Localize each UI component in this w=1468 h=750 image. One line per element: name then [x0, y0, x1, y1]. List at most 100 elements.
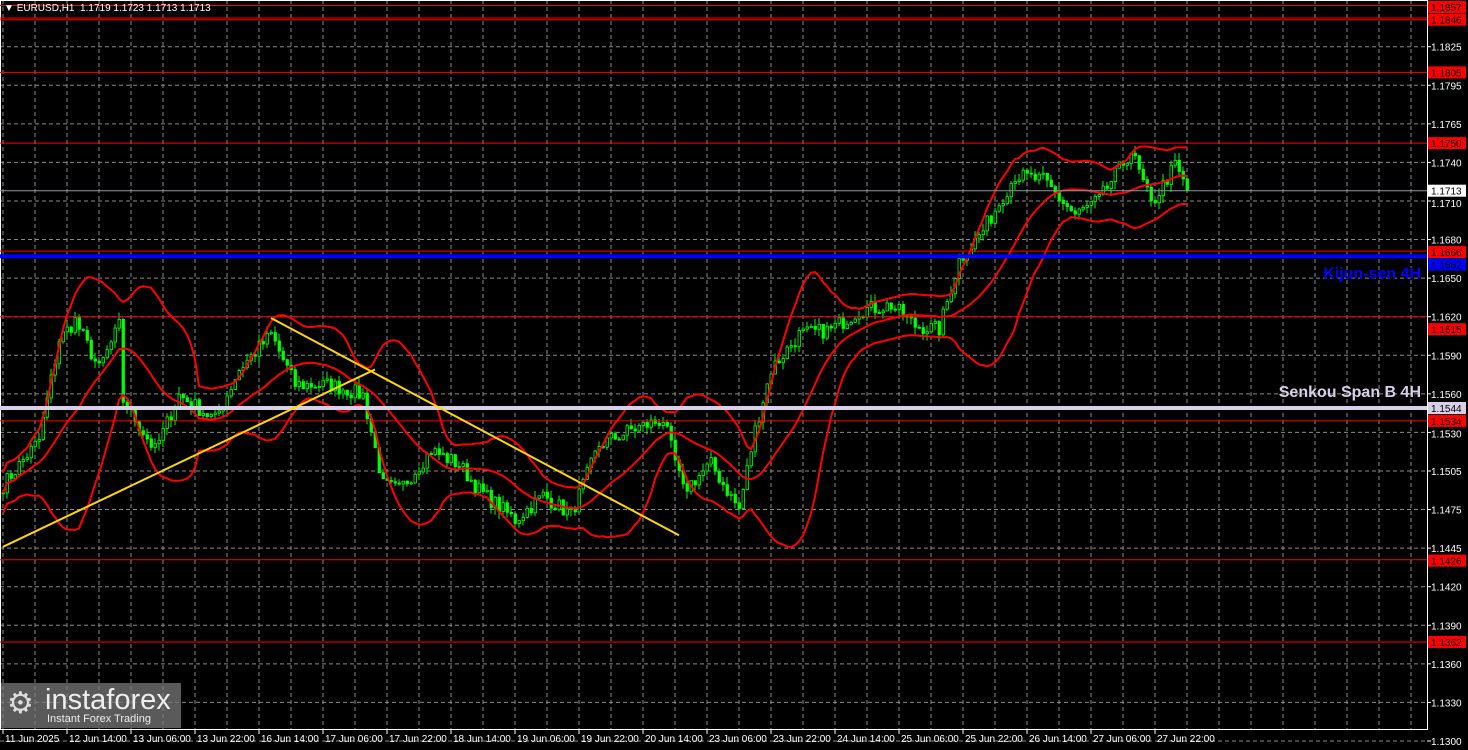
candle-body	[829, 325, 833, 329]
support-resistance-level-label: 1.1846	[1431, 16, 1462, 27]
candle-body	[797, 330, 801, 347]
candle-body	[309, 383, 313, 388]
candle-body	[809, 326, 813, 328]
candle-body	[233, 379, 237, 390]
candle-body	[73, 317, 77, 333]
candle-body	[409, 482, 413, 485]
candle-body	[277, 340, 281, 352]
candle-body	[513, 513, 517, 524]
candle-body	[933, 321, 937, 324]
logo-name: instaforex	[45, 684, 171, 716]
support-resistance-level-label-bg	[1428, 414, 1466, 427]
candle-body	[613, 433, 617, 440]
candle-body	[709, 457, 713, 465]
candle-body	[889, 302, 893, 310]
candle-body	[285, 359, 289, 366]
candle-body	[721, 481, 725, 486]
candle-body	[665, 422, 669, 427]
candle-body	[349, 394, 353, 399]
candle-body	[1125, 163, 1129, 166]
candle-body	[577, 488, 581, 513]
x-tick-label: 26 Jun 14:00	[1029, 734, 1087, 745]
candle-body	[501, 502, 505, 512]
support-resistance-level-label: 1.1426	[1431, 557, 1462, 568]
candle-body	[509, 511, 513, 515]
support-resistance-level-label-bg	[1428, 246, 1466, 259]
candle-body	[633, 428, 637, 432]
support-resistance-level-label: 1.1750	[1431, 139, 1462, 150]
candle-body	[273, 332, 277, 342]
candle-body	[529, 507, 533, 514]
candle-body	[1037, 173, 1041, 181]
candle-body	[69, 326, 73, 333]
candle-body	[1061, 199, 1065, 204]
y-tick-label: 1.1590	[1431, 351, 1462, 362]
bollinger-middle	[2, 174, 1188, 510]
candle-body	[649, 419, 653, 428]
candle-body	[453, 454, 457, 468]
candle-body	[101, 357, 105, 364]
candle-body	[957, 258, 961, 279]
support-resistance-level-label-bg	[1428, 1, 1466, 13]
candle-body	[357, 384, 361, 399]
candle-body	[1029, 172, 1033, 175]
candle-body	[733, 493, 737, 504]
candle-body	[1005, 196, 1009, 205]
candle-body	[481, 483, 485, 492]
kijun-sen-line-label-bg	[1428, 258, 1466, 271]
candle-body	[9, 473, 13, 479]
candle-body	[429, 453, 433, 455]
candle-body	[713, 457, 717, 472]
candle-body	[1001, 203, 1005, 207]
candle-body	[1057, 191, 1061, 201]
candle-body	[17, 461, 21, 475]
x-tick-label: 23 Jun 22:00	[773, 734, 831, 745]
y-tick-label: 1.1530	[1431, 429, 1462, 440]
candle-body	[1149, 186, 1153, 201]
candle-body	[361, 392, 365, 399]
candle-body	[269, 332, 273, 335]
candle-body	[661, 422, 665, 426]
candle-body	[841, 317, 845, 329]
candle-body	[117, 318, 121, 329]
candle-body	[157, 439, 161, 445]
support-resistance-level-label: 1.1362	[1431, 638, 1462, 649]
x-tick-label: 25 Jun 22:00	[965, 734, 1023, 745]
candle-body	[541, 491, 545, 497]
bollinger-upper	[2, 145, 1188, 489]
candle-body	[77, 317, 81, 330]
candle-body	[389, 480, 393, 483]
candle-body	[505, 502, 509, 513]
support-resistance-level-label-bg	[1428, 13, 1466, 26]
candle-body	[673, 439, 677, 461]
x-tick-label: 11 Jun 2025	[5, 734, 60, 745]
candle-body	[913, 317, 917, 328]
support-resistance-level-label: 1.1857	[1431, 3, 1462, 14]
x-tick-label: 24 Jun 14:00	[837, 734, 895, 745]
support-resistance-level-label: 1.1615	[1431, 325, 1462, 336]
candle-body	[785, 346, 789, 360]
candle-body	[397, 482, 401, 485]
y-tick-label: 1.1650	[1431, 274, 1462, 285]
candle-body	[1025, 169, 1029, 174]
candle-body	[825, 325, 829, 339]
candle-body	[533, 497, 537, 514]
instaforex-logo: ⚙ instaforex Instant Forex Trading	[1, 683, 181, 728]
y-tick-label: 1.1420	[1431, 583, 1462, 594]
candle-body	[985, 215, 989, 232]
candle-body	[705, 463, 709, 472]
kijun-sen-line-label: 1.1662	[1431, 261, 1462, 272]
candle-body	[729, 493, 733, 496]
candle-body	[65, 326, 69, 333]
candle-body	[897, 303, 901, 310]
candle-body	[205, 413, 209, 417]
x-tick-label: 19 Jun 22:00	[581, 734, 639, 745]
candle-body	[93, 358, 97, 362]
candle-body	[1133, 152, 1137, 157]
candle-body	[201, 413, 205, 416]
support-resistance-level-label-bg	[1428, 66, 1466, 79]
candle-body	[989, 215, 993, 224]
candle-body	[305, 383, 309, 390]
kijun-sen-label: Kijun-sen 4H	[1323, 265, 1421, 282]
